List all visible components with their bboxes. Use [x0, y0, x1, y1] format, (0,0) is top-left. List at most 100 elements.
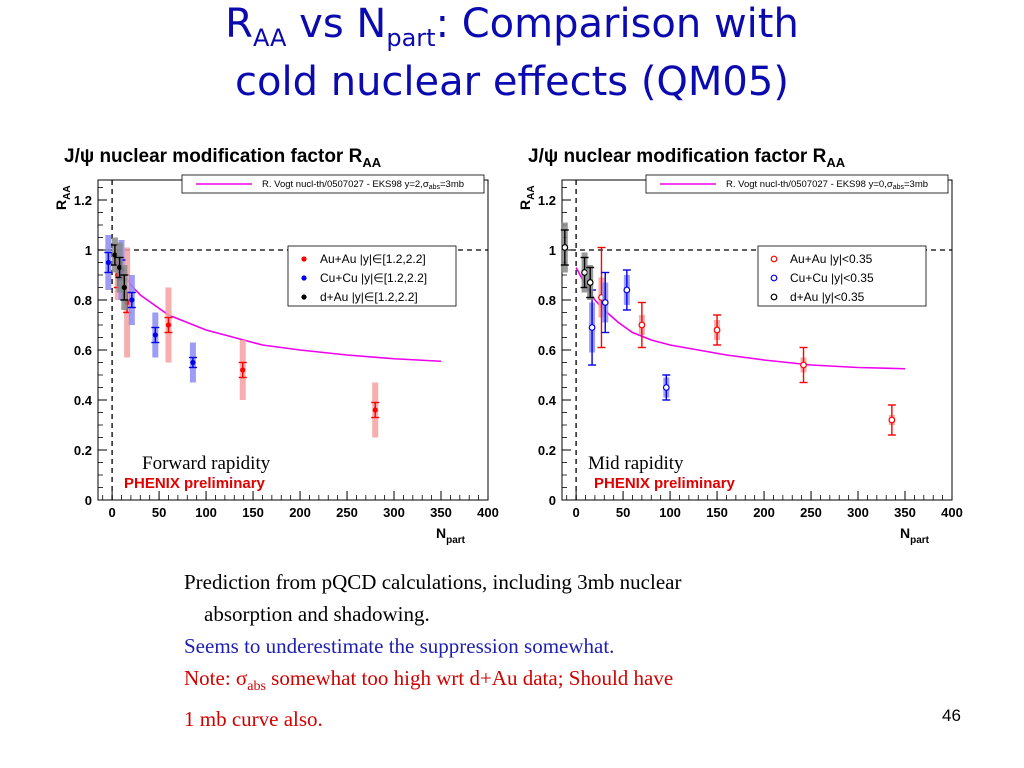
c1-ytick-label: 1 [549, 243, 556, 258]
c1-title: J/ψ nuclear modification factor RAA [528, 146, 846, 170]
c0-data-point [152, 332, 158, 338]
c0-data-point [190, 359, 196, 366]
c0-xtick-label: 100 [195, 505, 217, 520]
c0-ytick-label: 0 [85, 493, 92, 508]
title-sub-part: part [386, 24, 436, 52]
c1-xtick-label: 0 [572, 505, 579, 520]
c1-data-point [888, 416, 896, 424]
c0-ytick-label: 1.2 [74, 193, 92, 208]
c0-data-point [112, 252, 118, 258]
title-line2: cold nuclear effects (QM05) [235, 59, 789, 105]
note-line3: Note: σabs somewhat too high wrt d+Au da… [184, 662, 884, 703]
note-line3-pre: Note: [184, 666, 236, 690]
c0-rapidity-label: Forward rapidity [142, 453, 271, 474]
c1-ytick-label: 0 [549, 493, 556, 508]
c1-xtick-label: 250 [800, 505, 822, 520]
c1-data-point [662, 384, 670, 391]
title-line1-rest: : Comparison with [435, 1, 799, 47]
c1-data-point [800, 361, 807, 369]
c0-xtick-label: 400 [477, 505, 499, 520]
c0-ytick-label: 0.6 [74, 343, 92, 358]
note-line2: Seems to underestimate the suppression s… [184, 634, 615, 658]
note-sigma-sub: abs [247, 679, 266, 695]
c0-preliminary-label: PHENIX preliminary [124, 475, 266, 492]
c0-title-sub: AA [362, 155, 381, 170]
c0-ylabel-sub: AA [62, 185, 73, 199]
c1-xtick-label: 150 [706, 505, 728, 520]
c1-data-point [561, 244, 569, 251]
c1-data-point [581, 269, 588, 276]
c0-xtick-label: 200 [289, 505, 311, 520]
c1-data-point [623, 286, 631, 294]
c1-ylabel: RAA [520, 185, 537, 210]
c0-legend-marker [301, 256, 307, 262]
c1-data-point [586, 279, 594, 286]
c1-legend-label: Cu+Cu |y|<0.35 [790, 271, 874, 285]
c0-data-point [117, 264, 123, 271]
notes: Prediction from pQCD calculations, inclu… [184, 566, 884, 735]
c0-legend-label: d+Au |y|∈[1.2,2.2] [320, 290, 418, 304]
c1-ytick-label: 0.2 [538, 443, 556, 458]
c0-legend-marker [301, 275, 307, 281]
c0-xtick-label: 150 [242, 505, 264, 520]
c0-data-point [121, 284, 127, 291]
c1-preliminary-label: PHENIX preliminary [594, 475, 736, 492]
c0-xtick-label: 300 [383, 505, 405, 520]
c0-legend-label: Au+Au |y|∈[1.2,2.2] [320, 252, 426, 266]
c0-data-point [165, 322, 172, 328]
slide-title: RAA vs Npart: Comparison with cold nucle… [0, 2, 1024, 104]
c0-ytick-label: 0.4 [74, 393, 93, 408]
chart-forward-rapidity: J/ψ nuclear modification factor RAA 0 0.2 0… [56, 138, 512, 552]
c0-ytick-label: 0.8 [74, 293, 92, 308]
c0-ytick-label: 1 [85, 243, 92, 258]
c0-xlabel: Npart [436, 525, 466, 546]
c1-xtick-label: 200 [753, 505, 775, 520]
c1-model-legend-label: R. Vogt nucl-th/0507027 - EKS98 y=0,σabs… [726, 179, 928, 191]
note-line4: 1 mb curve also. [184, 707, 323, 732]
c0-data-point [129, 297, 135, 303]
c1-data-point [601, 299, 609, 306]
c1-model-legend-box [645, 174, 949, 194]
c1-series-legend-box [757, 245, 927, 307]
c0-model-legend-box [181, 174, 485, 194]
c1-legend-marker [770, 274, 778, 282]
c1-ytick-label: 0.4 [538, 393, 557, 408]
c1-ylabel-sub: AA [526, 185, 537, 199]
note-sigma: σ [235, 666, 248, 690]
c1-ytick-label: 1.2 [538, 193, 556, 208]
note-line3-post: somewhat too high wrt d+Au data; Should … [265, 666, 674, 690]
c1-legend-marker [770, 255, 778, 263]
c0-title: J/ψ nuclear modification factor RAA [64, 146, 382, 170]
c0-ylabel: RAA [56, 185, 73, 210]
c0-legend-label: Cu+Cu |y|∈[1.2,2.2] [320, 271, 427, 285]
note-line1b: absorption and shadowing. [204, 602, 430, 626]
c1-xtick-label: 350 [894, 505, 916, 520]
c1-plot-frame [561, 179, 953, 501]
title-vs-n: vs N [286, 1, 387, 47]
chart-mid-svg: J/ψ nuclear modification factor RAA 0 0.2 0… [520, 146, 963, 546]
c1-ytick-label: 0.6 [538, 343, 556, 358]
c1-xlabel: Npart [900, 525, 930, 546]
c1-data-point [713, 326, 721, 334]
chart-forward-svg: J/ψ nuclear modification factor RAA 0 0.2 0… [56, 146, 499, 546]
title-r: R [225, 1, 253, 47]
c1-xtick-label: 400 [941, 505, 963, 520]
c0-series-legend-box [287, 245, 457, 307]
c1-model-legend-sub: abs [893, 184, 905, 191]
c0-model-legend-post: =3mb [440, 179, 464, 190]
c1-xtick-label: 300 [847, 505, 869, 520]
note-line1: Prediction from pQCD calculations, inclu… [184, 570, 682, 594]
c0-model-legend-sub: abs [429, 184, 441, 191]
c1-data-point [638, 321, 646, 329]
c1-model-legend-post: =3mb [904, 179, 928, 190]
title-sub-aa: AA [252, 24, 287, 52]
c1-data-point [588, 324, 596, 331]
c0-xtick-label: 0 [108, 505, 115, 520]
c0-xtick-label: 250 [336, 505, 358, 520]
c0-data-point [240, 367, 246, 373]
c1-title-sub: AA [826, 155, 845, 170]
c0-ytick-label: 0.2 [74, 443, 92, 458]
c0-xlabel-sub: part [446, 535, 466, 546]
c1-xtick-label: 100 [659, 505, 681, 520]
c1-rapidity-label: Mid rapidity [588, 453, 684, 474]
